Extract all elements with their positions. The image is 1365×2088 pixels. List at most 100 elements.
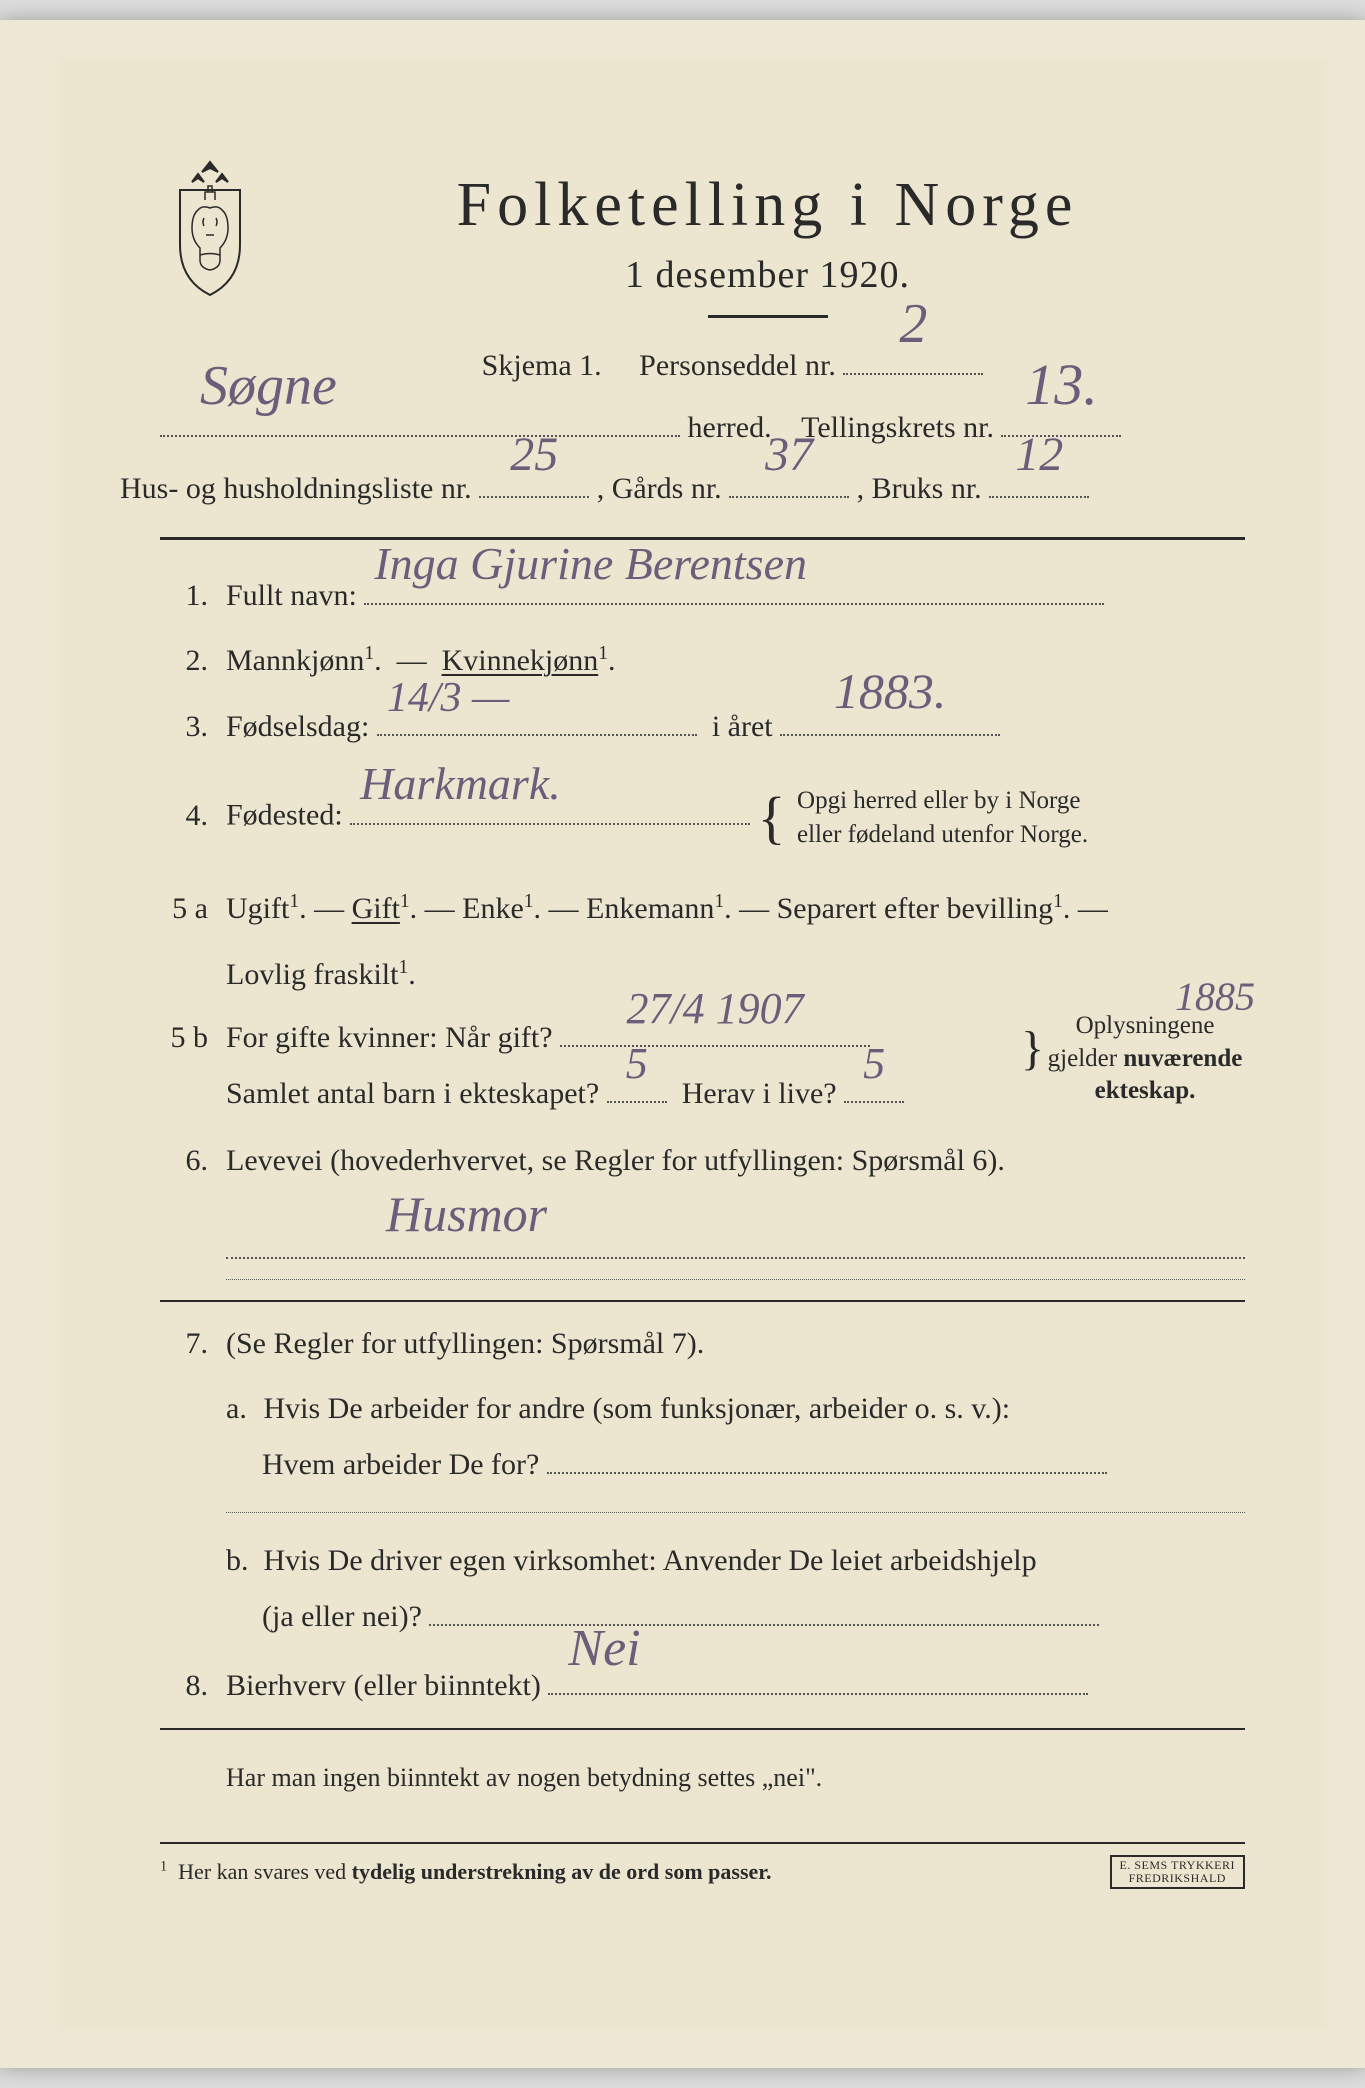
skjema-label: Skjema 1. (482, 349, 602, 382)
q5b-side-note: } Oplysningene gjelder nuværende ekteska… (1045, 1010, 1245, 1108)
footer-note: Har man ingen biinntekt av nogen betydni… (226, 1754, 1245, 1802)
q5a-enkemann: Enkemann1. (586, 892, 732, 925)
q8-content: Bierhverv (eller biinntekt) Nei (226, 1658, 1245, 1714)
bruks-value: 12 (1015, 411, 1063, 500)
q3-day-value: 14/3 — (387, 660, 510, 738)
q3-label: Fødselsdag: (226, 710, 369, 743)
q6-value: Husmor (386, 1168, 547, 1261)
q5b-gift-field: 27/4 1907 (560, 1017, 870, 1047)
title-rule (708, 315, 828, 318)
q7a-blank-line (226, 1512, 1245, 1513)
q7a-line1: Hvis De arbeider for andre (som funksjon… (264, 1392, 1011, 1425)
main-title: Folketelling i Norge (290, 170, 1245, 241)
gards-label: , Gårds nr. (597, 472, 722, 505)
q8-row: 8. Bierhverv (eller biinntekt) Nei (160, 1658, 1245, 1714)
q1-field: Inga Gjurine Berentsen (364, 575, 1104, 605)
form-body: Skjema 1. Personseddel nr. 2 Søgne herre… (160, 338, 1245, 1893)
bruks-field: 12 (989, 468, 1089, 498)
separator-3 (160, 1728, 1245, 1730)
q5a-row: 5 a Ugift1. — Gift1. — Enke1. — Enkemann… (160, 881, 1245, 937)
q5b-num: 5 b (160, 1010, 208, 1066)
separator-2 (160, 1300, 1245, 1302)
q6-content: Levevei (hovederhvervet, se Regler for u… (226, 1133, 1245, 1189)
q6-blank-line (226, 1279, 1245, 1280)
footnote-row: 1 Her kan svares ved tydelig understrekn… (160, 1842, 1245, 1893)
q3-year-value: 1883. (834, 645, 947, 738)
hus-value: 25 (510, 411, 558, 500)
q4-content: Fødested: Harkmark. { Opgi herred eller … (226, 764, 1245, 871)
q8-num: 8. (160, 1658, 208, 1714)
q3-year-field: 1883. (780, 706, 1000, 736)
bruks-label: , Bruks nr. (857, 472, 982, 505)
q7a-letter: a. (226, 1381, 256, 1437)
q7b-line2: (ja eller nei)? (262, 1600, 422, 1633)
q4-label: Fødested: (226, 799, 343, 832)
q6-num: 6. (160, 1133, 208, 1189)
q4-row: 4. Fødested: Harkmark. { Opgi herred ell… (160, 764, 1245, 871)
q5b-live-label: Herav i live? (682, 1077, 837, 1110)
q4-num: 4. (160, 788, 208, 844)
q5b-gift-value: 27/4 1907 (626, 968, 803, 1049)
q1-num: 1. (160, 568, 208, 624)
q5b-row: 5 b 1885 For gifte kvinner: Når gift? 27… (160, 1010, 1245, 1121)
tellingskrets-label: Tellingskrets nr. (801, 411, 994, 444)
q2-content: Mannkjønn1. — Kvinnekjønn1. (226, 633, 1245, 689)
personseddel-value: 2 (899, 273, 927, 377)
q5b-live-field: 5 (844, 1073, 904, 1103)
herred-field: Søgne (160, 407, 680, 437)
q5a-gift: Gift (352, 892, 400, 925)
q4-brace-icon: { (758, 764, 786, 871)
q1-value: Inga Gjurine Berentsen (374, 521, 807, 606)
form-content-area: Folketelling i Norge 1 desember 1920. Sk… (60, 60, 1325, 2028)
hus-field: 25 (479, 468, 589, 498)
q5b-live-value: 5 (863, 1023, 885, 1104)
q5a-content: Ugift1. — Gift1. — Enke1. — Enkemann1. —… (226, 881, 1245, 937)
q7a-line2: Hvem arbeider De for? (262, 1448, 539, 1481)
herred-line: Søgne herred. Tellingskrets nr. 13. (160, 400, 1245, 456)
q6-value-line: Husmor (226, 1199, 1245, 1259)
q7b-field (429, 1596, 1099, 1626)
q6-row: 6. Levevei (hovederhvervet, se Regler fo… (160, 1133, 1245, 1189)
q1-label: Fullt navn: (226, 579, 357, 612)
q7b-letter: b. (226, 1533, 256, 1589)
q5a-separert: Separert efter bevilling1. (777, 892, 1071, 925)
q5b-label: For gifte kvinner: Når gift? (226, 1021, 553, 1054)
q5a-enke: Enke1. (462, 892, 541, 925)
q3-day-field: 14/3 — (377, 706, 697, 736)
q8-value: Nei (568, 1601, 640, 1697)
hus-label: Hus- og husholdningsliste nr. (120, 472, 472, 505)
q7a-field (547, 1444, 1107, 1474)
q7-num: 7. (160, 1316, 208, 1372)
gards-field: 37 (729, 468, 849, 498)
q8-label: Bierhverv (eller biinntekt) (226, 1669, 541, 1702)
q3-row: 3. Fødselsdag: 14/3 — i året 1883. (160, 699, 1245, 755)
gards-value: 37 (765, 411, 813, 500)
q5b-barn-label: Samlet antal barn i ekteskapet? (226, 1077, 599, 1110)
q4-value: Harkmark. (360, 741, 561, 826)
coat-of-arms-icon (160, 160, 260, 300)
q7a-block: a. Hvis De arbeider for andre (som funks… (226, 1381, 1245, 1492)
header-row: Folketelling i Norge 1 desember 1920. (160, 160, 1245, 318)
hus-line: Hus- og husholdningsliste nr. 25 , Gårds… (120, 461, 1245, 517)
subtitle: 1 desember 1920. (290, 253, 1245, 297)
q7b-block: b. Hvis De driver egen virksomhet: Anven… (226, 1533, 1245, 1644)
q5b-brace-icon: } (1021, 1018, 1044, 1080)
q7b-line1: Hvis De driver egen virksomhet: Anvender… (264, 1544, 1037, 1577)
q5a-num: 5 a (160, 881, 208, 937)
census-form-page: Folketelling i Norge 1 desember 1920. Sk… (0, 20, 1365, 2068)
q7-label: (Se Regler for utfyllingen: Spørsmål 7). (226, 1327, 704, 1360)
herred-value: Søgne (200, 335, 337, 439)
q2-num: 2. (160, 633, 208, 689)
q5b-barn-value: 5 (626, 1023, 648, 1104)
personseddel-field: 2 (843, 345, 983, 375)
q8-field: Nei (548, 1665, 1088, 1695)
printer-mark: E. SEMS TRYKKERI FREDRIKSHALD (1110, 1855, 1245, 1889)
q1-row: 1. Fullt navn: Inga Gjurine Berentsen (160, 568, 1245, 624)
q5b-content: 1885 For gifte kvinner: Når gift? 27/4 1… (226, 1010, 1245, 1121)
q1-content: Fullt navn: Inga Gjurine Berentsen (226, 568, 1245, 624)
q7-row: 7. (Se Regler for utfyllingen: Spørsmål … (160, 1316, 1245, 1372)
herred-label: herred. (688, 411, 772, 444)
q4-field: Harkmark. (350, 795, 750, 825)
q2-row: 2. Mannkjønn1. — Kvinnekjønn1. (160, 633, 1245, 689)
q6-label: Levevei (hovederhvervet, se Regler for u… (226, 1144, 1005, 1177)
